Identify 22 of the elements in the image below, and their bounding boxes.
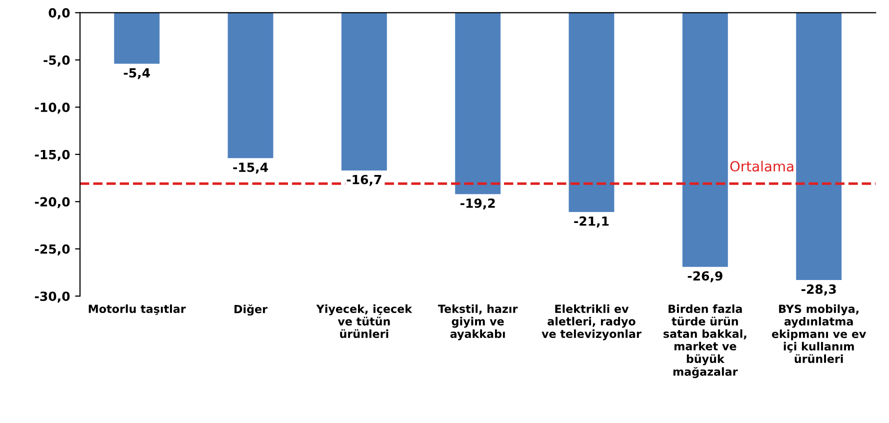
- y-tick-label: -30,0: [34, 292, 70, 303]
- y-tick-label: -10,0: [34, 102, 70, 114]
- y-tick-label: 0,0: [48, 8, 70, 20]
- x-tick-label: Yiyecek, içecek ve tütün ürünleri: [316, 304, 412, 338]
- data-label: -19,2: [460, 198, 495, 210]
- data-label: -26,9: [688, 271, 722, 282]
- x-tick-label: BYS mobilya, aydınlatma ekipmanı ve ev içi kullanım ürünleri: [772, 304, 866, 363]
- data-label: -21,1: [574, 216, 609, 228]
- x-tick-label: Elektrikli ev aletleri, radyo ve televizyonlar: [542, 304, 642, 340]
- x-tick-label: Birden fazla türde ürün satan bakkal, market ve büyük mağazalar: [664, 304, 746, 378]
- y-tick-label: -15,0: [34, 150, 70, 161]
- data-label: -15,4: [233, 162, 268, 174]
- x-tick-label: Motorlu taşıtlar: [88, 304, 186, 316]
- data-label: -5,4: [124, 68, 150, 80]
- data-label: -28,3: [801, 284, 836, 296]
- x-tick-label: Tekstil, hazır giyim ve ayakkabı: [438, 304, 518, 340]
- y-tick-label: -20,0: [34, 197, 70, 208]
- data-label: -16,7: [346, 174, 382, 186]
- y-tick-label: -25,0: [34, 244, 70, 256]
- ref-line-label: Ortalama: [730, 160, 794, 172]
- x-tick-label: Diğer: [234, 304, 268, 316]
- y-tick-label: -5,0: [44, 55, 70, 66]
